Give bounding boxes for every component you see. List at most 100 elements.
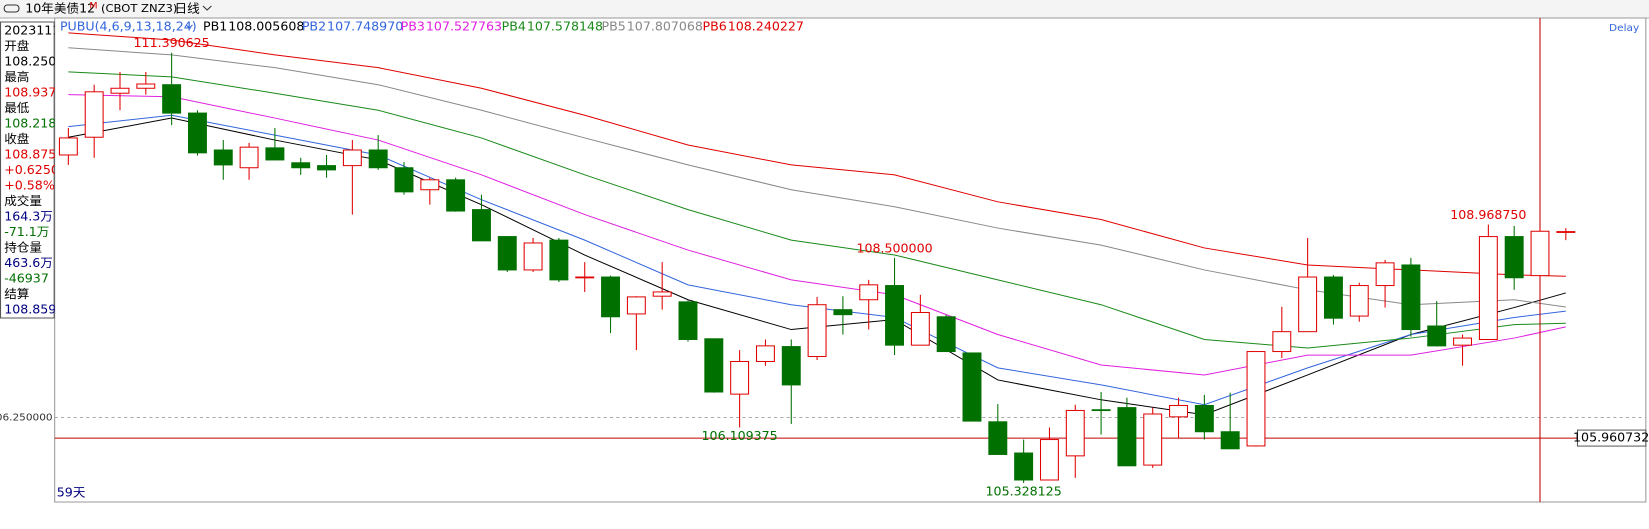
bar-count: 59天 [57,486,86,500]
info-line: 108.2187 [4,117,64,131]
info-line: +0.6250 [4,163,59,177]
candle-body [1556,231,1576,233]
info-line: 20231116 [4,24,68,38]
instrument-mark: M [89,1,97,12]
candle-body [1478,236,1498,340]
candle-body [1117,407,1137,467]
period-chevron[interactable] [202,5,212,11]
candle-body [58,137,78,156]
candle-body [859,284,879,301]
candle-body [317,165,337,171]
low-label: 105.328125 [986,485,1062,499]
candle-body [781,346,801,386]
period-select[interactable]: 日线 [175,2,200,16]
candle-body [936,316,956,353]
info-line: 持仓量 [4,240,42,255]
candle-body [885,285,905,346]
candle-body [1091,409,1111,412]
crosshair-tag [1576,429,1647,447]
candle-body [988,421,1008,455]
info-panel [0,21,55,319]
candle-body [1143,413,1163,466]
info-line: -46937 [4,272,49,286]
candle-body [1530,230,1550,277]
legend-name: PB4 [502,20,526,34]
status: Delay [1609,22,1639,34]
info-line: 最低 [4,101,29,115]
y-tick-label: 106.250000 [0,412,53,424]
candle-body [755,345,775,362]
legend-value: 107.807068 [627,20,703,34]
candle-body [187,112,207,154]
candle-body [497,236,517,271]
candle-body [1427,325,1447,347]
candle-body [549,239,569,281]
info-line: 成交量 [4,193,42,208]
candle-body [601,276,621,318]
legend-value: 108.005608 [228,20,304,34]
candle-body [1349,285,1369,317]
candle-body [1065,409,1085,457]
candle-body [575,276,595,279]
candle-body [910,312,930,346]
candle-body [704,338,724,393]
info-line: 108.9375 [4,86,64,100]
legend-name: PB3 [401,20,425,34]
info-line: 收盘 [4,131,29,146]
indicator-chevron [185,24,193,29]
info-line: 108.8593 [4,303,64,317]
low-label: 106.109375 [702,429,778,443]
high-label: 108.500000 [856,242,932,256]
info-line: 108.2500 [4,55,64,69]
candle-body [136,83,156,89]
candle-body [394,167,414,193]
indicator-line [68,71,1566,349]
crosshair-value: 105.960732 [1573,431,1649,445]
candle-body [1014,452,1034,481]
info-line: 开盘 [4,38,29,53]
legend-value: 107.578148 [527,20,603,34]
info-line: 结算 [4,286,29,301]
candle-body [1453,337,1473,346]
candle-body [239,146,259,169]
candle-body [471,209,491,242]
info-line: 最高 [4,69,29,84]
candle-body [1220,431,1240,450]
candle-body [1375,262,1395,287]
candle-body [446,179,466,212]
candle-body [1169,404,1189,418]
top-bar [0,0,1649,18]
candle-body [1272,331,1292,353]
candle-body [626,296,646,315]
candle-body [807,304,827,358]
candle-body [1039,439,1059,481]
candle-body [291,162,311,169]
instrument-title: 10年美债12 [25,2,95,16]
candle-body [1246,351,1266,447]
candle-body [962,352,982,422]
high-label: 108.968750 [1450,208,1526,222]
candle-body [1323,276,1343,319]
candle-body [342,149,362,167]
candle-body [213,149,233,166]
legend-name: PB2 [302,20,326,34]
indicator-line [68,94,1566,376]
legend-value: 107.748970 [327,20,403,34]
candle-body [368,149,388,169]
legend-name: PB6 [703,20,727,34]
info-line: 164.3万 [4,210,53,224]
candle-body [730,360,750,395]
legend-value: 108.240227 [728,20,804,34]
candle-body [265,147,285,161]
candle-body [1401,264,1421,331]
candle-body [1194,404,1214,433]
link-icon[interactable] [3,4,20,13]
candle-body [84,91,104,138]
info-line: -71.1万 [4,225,49,239]
candle-body [1504,236,1524,279]
candle-body [652,291,672,297]
candle-body [1298,276,1318,333]
